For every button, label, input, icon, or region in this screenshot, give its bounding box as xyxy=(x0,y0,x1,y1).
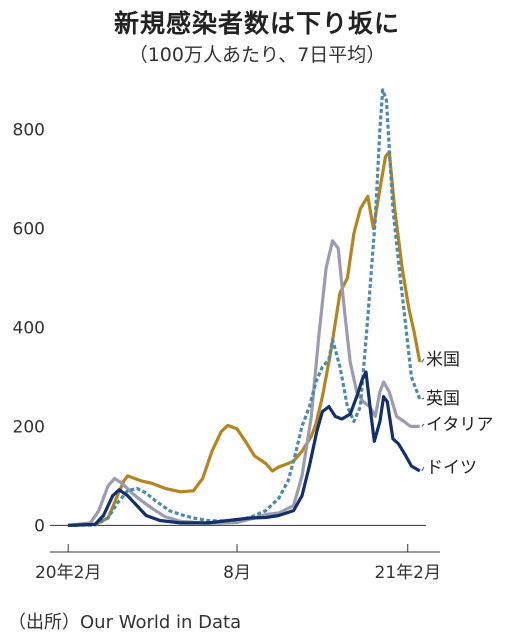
series-lines xyxy=(68,88,422,527)
source-note: （出所）Our World in Data xyxy=(8,612,242,633)
series-line-2 xyxy=(68,239,420,527)
y-tick-label: 400 xyxy=(13,318,45,338)
x-tick-label: 21年2月 xyxy=(375,563,441,583)
x-tick-label: 8月 xyxy=(223,563,251,583)
series-label: イタリア xyxy=(426,415,493,435)
series-line-0 xyxy=(68,150,422,527)
series-label: 米国 xyxy=(426,350,460,370)
y-tick-label: 800 xyxy=(13,120,45,140)
series-leader-line xyxy=(421,358,425,363)
y-tick-label: 600 xyxy=(13,219,45,239)
series-line-3 xyxy=(68,370,421,527)
y-tick-label: 200 xyxy=(13,417,45,437)
x-tick-label: 20年2月 xyxy=(35,563,101,583)
y-tick-label: 0 xyxy=(34,516,45,536)
series-line-1 xyxy=(68,88,422,527)
chart-subtitle: （100万人あたり、7日平均） xyxy=(128,44,386,66)
x-axis: 20年2月 8月 21年2月 xyxy=(35,524,441,583)
series-leader-line xyxy=(421,423,425,427)
series-label: 英国 xyxy=(426,389,460,409)
series-leader-line xyxy=(421,397,425,400)
series-leader-line xyxy=(421,466,425,472)
y-axis: 0 200 400 600 800 xyxy=(13,120,45,536)
series-label: ドイツ xyxy=(426,458,477,478)
chart-title: 新規感染者数は下り坂に xyxy=(113,9,400,38)
